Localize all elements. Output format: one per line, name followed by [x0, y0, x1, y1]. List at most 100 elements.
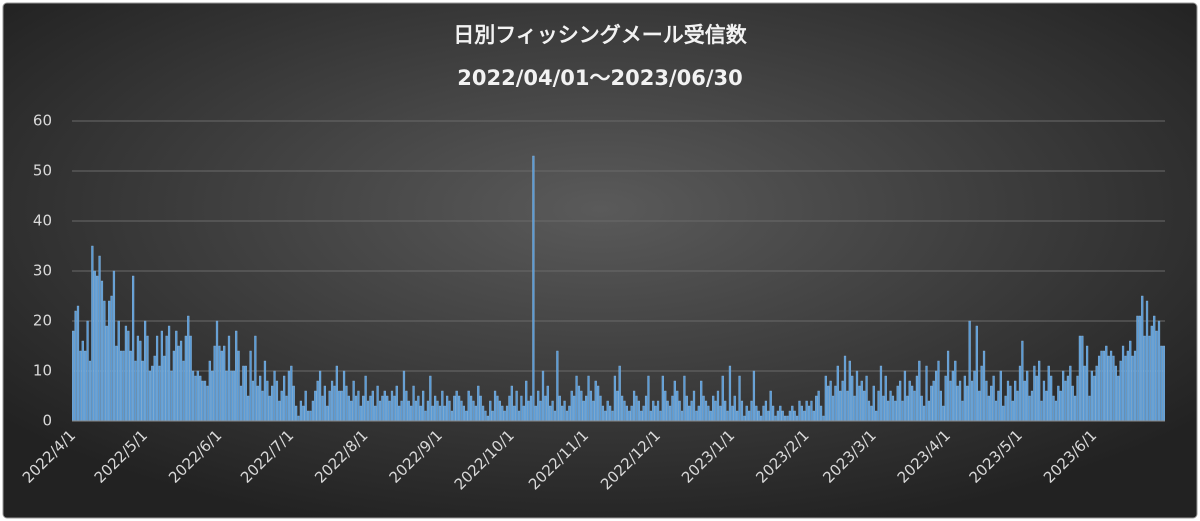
bar	[903, 370, 907, 422]
bar	[1124, 355, 1127, 422]
bar	[601, 405, 605, 422]
bar	[1033, 365, 1036, 422]
bar	[155, 335, 159, 422]
bar	[1112, 355, 1115, 422]
bar	[472, 400, 475, 422]
bar	[1155, 330, 1158, 422]
bar	[932, 380, 935, 422]
bar	[1064, 380, 1067, 422]
bar	[580, 390, 583, 422]
bar	[527, 400, 530, 422]
bar	[467, 390, 470, 422]
bar	[505, 405, 509, 422]
bar	[652, 400, 655, 422]
bar	[810, 400, 813, 422]
bar	[410, 405, 413, 422]
bar	[702, 395, 705, 422]
bar	[968, 320, 971, 422]
bar	[748, 410, 751, 422]
bar	[283, 375, 286, 422]
bar	[1129, 340, 1132, 422]
bar	[117, 320, 120, 422]
bar	[479, 395, 482, 422]
bar	[223, 345, 226, 422]
y-tick-label: 10	[33, 362, 52, 380]
bar	[1088, 395, 1091, 422]
bar	[970, 380, 974, 422]
bar	[153, 355, 156, 422]
bar	[1059, 390, 1062, 422]
bar	[913, 390, 916, 422]
bar	[323, 385, 326, 422]
bar	[340, 390, 343, 422]
bar	[539, 400, 542, 422]
bar	[556, 350, 559, 422]
bar	[1040, 400, 1043, 422]
bar	[745, 405, 748, 422]
bar	[247, 395, 250, 422]
bar	[1057, 385, 1060, 422]
bar	[338, 390, 341, 422]
bar	[515, 390, 518, 422]
bar	[146, 335, 149, 422]
bar	[685, 395, 688, 422]
bar	[1021, 340, 1024, 422]
bar	[841, 380, 844, 422]
bar	[390, 390, 394, 422]
bar	[719, 405, 722, 422]
bar	[1052, 395, 1055, 422]
bar	[259, 375, 262, 422]
bar	[616, 390, 619, 422]
bar	[206, 385, 209, 422]
bar	[944, 375, 947, 422]
bar	[776, 410, 780, 422]
bar	[213, 345, 216, 422]
bar	[187, 315, 190, 422]
bar	[978, 390, 981, 422]
bar	[88, 360, 92, 422]
bar	[297, 415, 300, 422]
bar	[450, 410, 454, 422]
bar	[371, 390, 374, 422]
bar	[750, 400, 753, 422]
bar	[1085, 345, 1089, 422]
bar	[160, 330, 163, 422]
bar	[860, 380, 863, 422]
bar	[407, 400, 410, 422]
bar	[165, 335, 168, 422]
bar	[851, 375, 854, 422]
bar	[1042, 380, 1046, 422]
bar	[961, 400, 964, 422]
bar	[182, 360, 185, 422]
bar	[393, 395, 396, 422]
bar	[93, 270, 96, 422]
bar	[342, 370, 346, 422]
bar	[597, 385, 600, 422]
bar	[215, 320, 219, 422]
bar	[417, 395, 420, 422]
bar	[398, 405, 401, 422]
bar	[846, 390, 849, 422]
bar	[855, 370, 859, 422]
bar	[395, 385, 398, 422]
bar	[865, 375, 868, 422]
bar	[448, 400, 451, 422]
bar	[486, 415, 489, 422]
bar	[1157, 320, 1161, 422]
bar	[96, 275, 99, 422]
bar	[1102, 350, 1105, 422]
bar	[843, 355, 847, 422]
bar	[1105, 345, 1108, 422]
bar	[587, 375, 590, 422]
bar	[175, 330, 178, 422]
bar	[537, 390, 540, 422]
bar	[704, 400, 708, 422]
bar	[573, 395, 576, 422]
bar	[235, 330, 238, 422]
bar	[108, 300, 111, 422]
bar	[990, 385, 993, 422]
bar	[783, 415, 787, 422]
bar	[1119, 360, 1122, 422]
bar	[980, 365, 983, 422]
bar	[831, 395, 835, 422]
